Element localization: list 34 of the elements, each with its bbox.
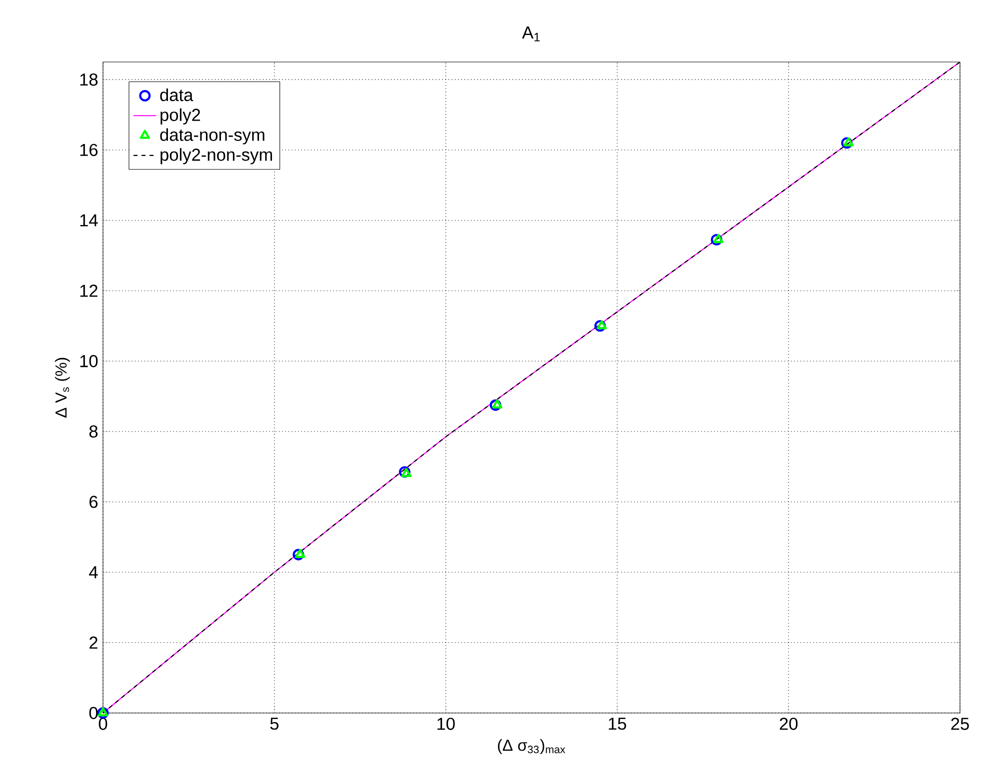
legend-label: poly2-non-sym bbox=[160, 148, 272, 164]
x-tick-label: 5 bbox=[270, 717, 278, 730]
chart-title: A$_{1}$ bbox=[522, 26, 540, 42]
y-tick-label: 16 bbox=[80, 144, 98, 156]
point bbox=[490, 399, 502, 411]
y-axis-title: Δ V$_{s}$ (%) bbox=[54, 358, 70, 418]
point bbox=[710, 234, 722, 246]
point bbox=[295, 548, 306, 558]
x-tick-label: 0 bbox=[98, 717, 108, 730]
legend-label: poly2 bbox=[160, 108, 200, 124]
point bbox=[292, 548, 304, 560]
y-tick-label: 4 bbox=[89, 566, 98, 578]
y-tick-label: 0 bbox=[89, 706, 98, 719]
legend-label: data-non-sym bbox=[160, 128, 264, 144]
point bbox=[596, 320, 607, 330]
x-tick-label: 20 bbox=[780, 717, 798, 730]
y-tick-label: 14 bbox=[80, 214, 98, 226]
x-tick-label: 25 bbox=[951, 717, 969, 730]
x-tick-label: 10 bbox=[437, 717, 455, 730]
x-axis-title: (Δ σ$_{33}$)$_{max}$ bbox=[498, 738, 566, 754]
legend-label: data bbox=[160, 88, 194, 101]
y-tick-label: 6 bbox=[90, 495, 98, 508]
point bbox=[401, 468, 412, 477]
y-tick-label: 2 bbox=[90, 636, 98, 648]
y-tick-label: 18 bbox=[80, 73, 98, 86]
point bbox=[594, 320, 606, 332]
point bbox=[492, 399, 502, 408]
y-tick-label: 12 bbox=[80, 284, 98, 297]
x-tick-label: 15 bbox=[608, 717, 626, 730]
y-tick-label: 8 bbox=[89, 425, 98, 438]
point bbox=[398, 466, 410, 478]
line-series bbox=[103, 62, 960, 713]
y-tick-label: 10 bbox=[80, 354, 98, 367]
point bbox=[713, 234, 724, 243]
